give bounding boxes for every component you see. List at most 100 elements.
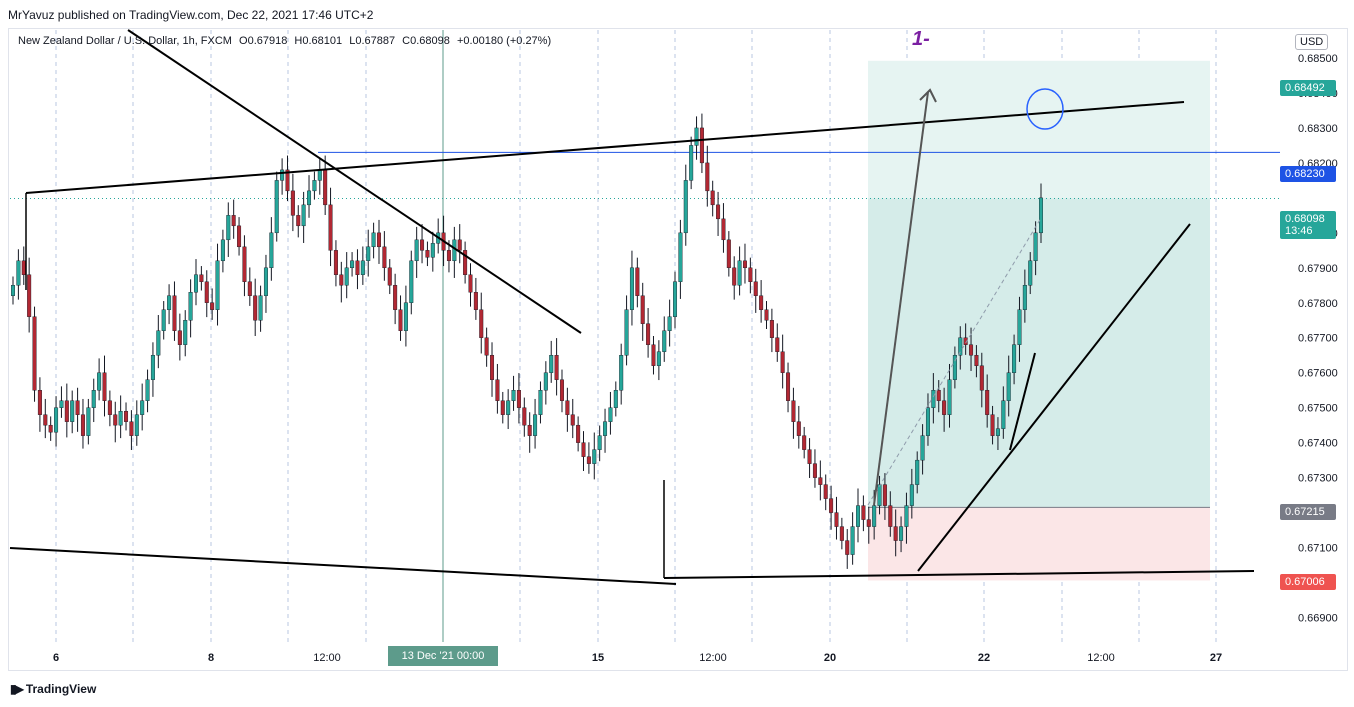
candle-body (608, 407, 613, 422)
candle-body (204, 281, 209, 303)
candle-body (500, 400, 505, 415)
candle-body (43, 414, 48, 426)
candle-body (764, 309, 769, 321)
candle-body (689, 145, 694, 181)
x-tick-label: 12:00 (313, 652, 341, 664)
x-tick-label: 6 (53, 652, 59, 664)
candle-body (285, 169, 290, 192)
candle-body (430, 243, 435, 258)
candle-body (473, 292, 478, 310)
candle-body (328, 204, 333, 251)
candle-body (1012, 344, 1017, 373)
candle-body (694, 127, 699, 146)
candle-body (27, 274, 32, 317)
candle-body (210, 302, 215, 310)
candle-body (409, 260, 414, 303)
x-tick-label: 12:00 (1087, 652, 1115, 664)
candle-body (979, 365, 984, 391)
candle-body (323, 169, 328, 206)
candle-body (635, 267, 640, 296)
candle-body (86, 407, 91, 436)
candle-body (533, 414, 538, 436)
candle-body (716, 204, 721, 220)
candle-body (37, 390, 42, 415)
price-tag: 0.67215 (1280, 504, 1336, 520)
candle-body (538, 390, 543, 415)
candle-body (463, 250, 468, 276)
candle-body (258, 295, 263, 321)
candle-body (603, 421, 608, 436)
candle-body (963, 337, 968, 345)
candle-body (140, 400, 145, 415)
y-tick-label: 0.66900 (1298, 613, 1338, 625)
candle-body (495, 379, 500, 401)
candle-body (64, 400, 69, 422)
candle-body (818, 477, 823, 485)
candle-body (150, 355, 155, 380)
x-tick-label: 20 (824, 652, 836, 664)
candle-body (516, 390, 521, 408)
candle-body (882, 484, 887, 506)
candle-body (974, 355, 979, 366)
candle-body (646, 323, 651, 345)
ascending-support-line (917, 223, 1191, 572)
candle-body (925, 407, 930, 436)
candle-body (242, 246, 247, 282)
candle-body (872, 505, 877, 527)
candle-body (769, 320, 774, 338)
candle-body (301, 204, 306, 227)
candle-body (296, 215, 301, 227)
bottom-support-line (663, 570, 1255, 579)
price-tag-countdown: 13:46 (1285, 225, 1313, 237)
candle-body (726, 239, 731, 269)
candle-body (581, 442, 586, 457)
candle-body (1022, 285, 1027, 310)
candle-body (597, 435, 602, 450)
candle-body (576, 424, 581, 443)
y-tick-label: 0.67600 (1298, 368, 1338, 380)
candle-body (710, 190, 715, 206)
candle-body (188, 292, 193, 321)
candle-body (161, 309, 166, 331)
candle-body (1017, 309, 1022, 345)
candle-body (856, 505, 861, 527)
price-tag: 0.68230 (1280, 166, 1336, 182)
candle-body (656, 351, 661, 366)
candle-body (909, 484, 914, 506)
candle-body (554, 355, 559, 380)
candle-body (355, 260, 360, 276)
candle-body (1033, 232, 1038, 262)
candle-body (199, 274, 204, 282)
candle-body (97, 372, 102, 391)
projection-arrow (873, 91, 929, 506)
candle-body (737, 260, 742, 286)
candle-body (990, 414, 995, 436)
arrow-head-icon (919, 88, 937, 103)
candle-body (457, 239, 462, 251)
candle-body (183, 320, 188, 345)
candle-body (80, 414, 85, 436)
candle-body (958, 337, 963, 356)
candle-body (899, 526, 904, 541)
candle-body (21, 260, 26, 276)
candle-body (802, 435, 807, 450)
candle-body (479, 309, 484, 338)
candle-body (592, 449, 597, 464)
candle-body (791, 400, 796, 422)
candle-body (490, 355, 495, 380)
candle-body (344, 267, 349, 286)
descending-trend-line (127, 29, 582, 334)
candle-body (839, 526, 844, 541)
candle-body (640, 295, 645, 324)
candle-body (570, 414, 575, 426)
candle-body (118, 410, 123, 426)
candle-body (468, 274, 473, 293)
candle-body (947, 379, 952, 415)
candle-body (1038, 197, 1043, 234)
published-by-text: MrYavuz published on TradingView.com, De… (8, 8, 374, 22)
currency-button[interactable]: USD (1295, 34, 1329, 50)
candle-body (134, 414, 139, 436)
candle-body (376, 232, 381, 248)
candle-body (425, 250, 430, 258)
